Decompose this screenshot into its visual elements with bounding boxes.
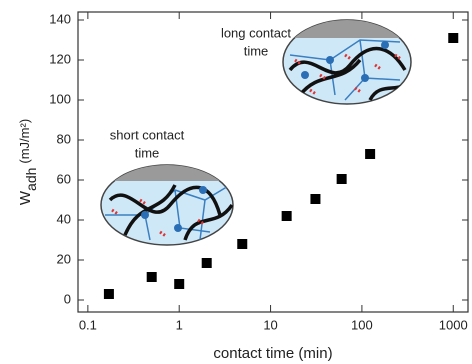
annotation: long contact [221,25,291,40]
y-tick-label: 60 [57,171,71,186]
x-tick-label: 1000 [439,317,468,332]
x-tick-label: 10 [263,317,277,332]
marker [448,33,459,43]
y-tick-label: 0 [64,291,71,306]
x-axis-label: contact time (min) [213,345,332,362]
x-tick-label: 100 [351,317,373,332]
marker [103,289,114,299]
y-tick-label: 120 [49,51,71,66]
x-tick-label: 1 [176,317,183,332]
y-tick-label: 20 [57,251,71,266]
y-tick-label: 100 [49,91,71,106]
y-label-sub: adh [23,168,39,191]
marker [201,258,212,268]
annotation: time [135,145,160,160]
x-tick-label: 0.1 [79,317,97,332]
marker [365,149,376,159]
y-tick-label: 40 [57,211,71,226]
y-tick-label: 80 [57,131,71,146]
annotation: short contact [110,127,185,142]
y-tick-label: 140 [49,11,71,26]
marker [310,194,321,204]
marker [146,272,157,282]
y-axis-label: Wadh (mJ/m²) [17,119,39,205]
annotation: time [244,43,269,58]
y-label-main: W [17,190,34,205]
y-label-unit: (mJ/m²) [17,119,32,164]
marker [174,279,185,289]
marker [336,174,347,184]
marker [237,239,248,249]
marker [281,211,292,221]
plot-frame [77,11,469,313]
